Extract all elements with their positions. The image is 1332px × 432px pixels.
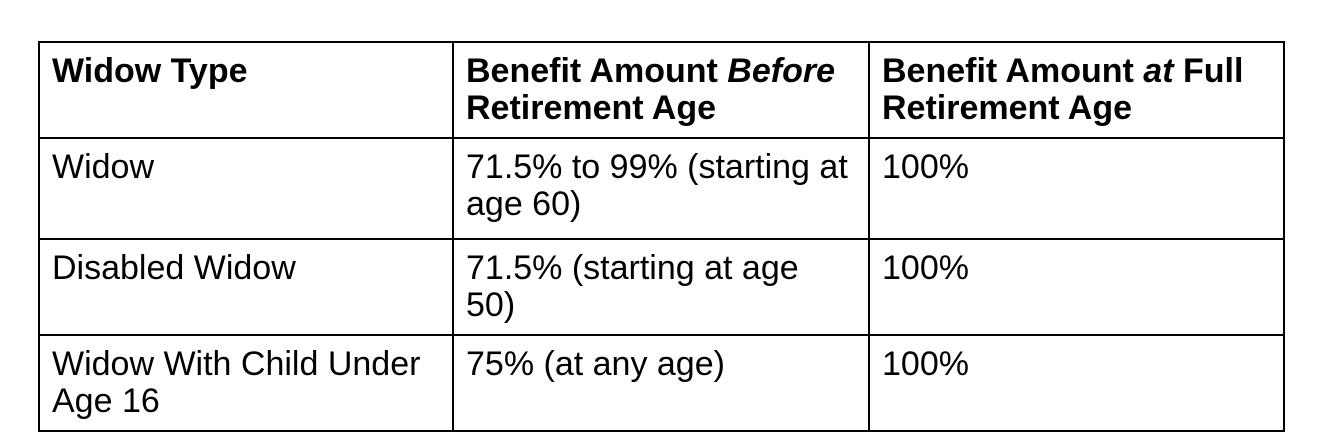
table-row-widow: Widow 71.5% to 99% (starting at age 60) … — [38, 137, 1285, 240]
table-row-disabled-widow: Disabled Widow 71.5% (starting at age 50… — [38, 238, 1285, 336]
cell-benefit-at-fra: 100% — [868, 334, 1285, 432]
cell-benefit-before: 75% (at any age) — [452, 334, 870, 432]
header-row: Widow Type Benefit Amount Before Retirem… — [38, 41, 1285, 139]
table-row-widow-with-child: Widow With Child Under Age 16 75% (at an… — [38, 334, 1285, 432]
cell-widow-type: Widow With Child Under Age 16 — [38, 334, 454, 432]
cell-benefit-at-fra: 100% — [868, 238, 1285, 336]
cell-widow-type: Disabled Widow — [38, 238, 454, 336]
header-text: Widow Type — [52, 52, 248, 90]
header-text-italic: Before — [727, 52, 835, 90]
header-text: Retirement Age — [466, 89, 717, 127]
header-text: Full Retirement Age — [882, 52, 1244, 127]
widow-benefits-table: Widow Type Benefit Amount Before Retirem… — [38, 41, 1285, 432]
cell-widow-type: Widow — [38, 137, 454, 240]
header-text-italic: at — [1143, 52, 1174, 90]
cell-benefit-at-fra: 100% — [868, 137, 1285, 240]
header-cell-benefit-at-fra: Benefit Amount at Full Retirement Age — [868, 41, 1285, 139]
header-cell-widow-type: Widow Type — [38, 41, 454, 139]
header-text: Benefit Amount — [466, 52, 728, 90]
cell-benefit-before: 71.5% (starting at age 50) — [452, 238, 870, 336]
header-cell-benefit-before: Benefit Amount Before Retirement Age — [452, 41, 870, 139]
header-text: Benefit Amount — [882, 52, 1144, 90]
cell-benefit-before: 71.5% to 99% (starting at age 60) — [452, 137, 870, 240]
